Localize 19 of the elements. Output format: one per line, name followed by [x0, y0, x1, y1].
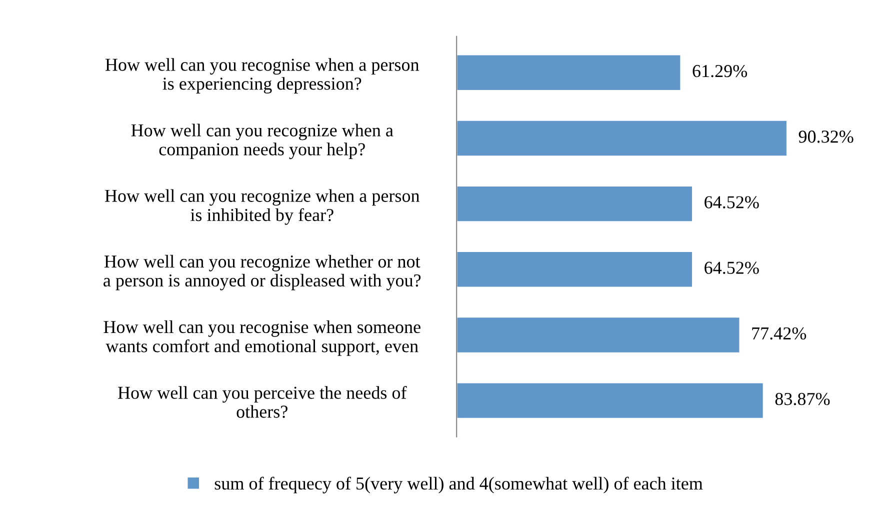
- y-tick-label: How well can you recognise when someone wants comfort and emotional support, even: [104, 320, 420, 356]
- data-label: 90.32%: [798, 130, 854, 143]
- y-tick-label: How well can you perceive the needs of others?: [118, 386, 407, 418]
- data-label: 64.52%: [704, 262, 759, 274]
- legend-label: sum of frequecy of 5(very well) and 4(somewhat well) of each item: [214, 476, 703, 494]
- bar: [456, 382, 764, 420]
- bar: [456, 316, 741, 354]
- bar: [456, 185, 694, 223]
- y-tick-label: How well can you recognize when a person is inhibited by fear?: [104, 189, 420, 225]
- bar: [456, 54, 682, 92]
- bar: [456, 119, 788, 157]
- data-label: 77.42%: [752, 327, 806, 340]
- data-label: 83.87%: [775, 392, 830, 406]
- y-tick-label: How well can you recognise when a person is experiencing depression?: [105, 58, 420, 94]
- data-label: 61.29%: [692, 64, 748, 78]
- y-tick-label: How well can you recognize whether or not a person is annoyed or displeased with you?: [104, 254, 421, 290]
- bar: [456, 250, 694, 288]
- data-label: 64.52%: [704, 196, 759, 208]
- y-tick-label: How well can you recognize when a companion needs your help?: [131, 124, 394, 160]
